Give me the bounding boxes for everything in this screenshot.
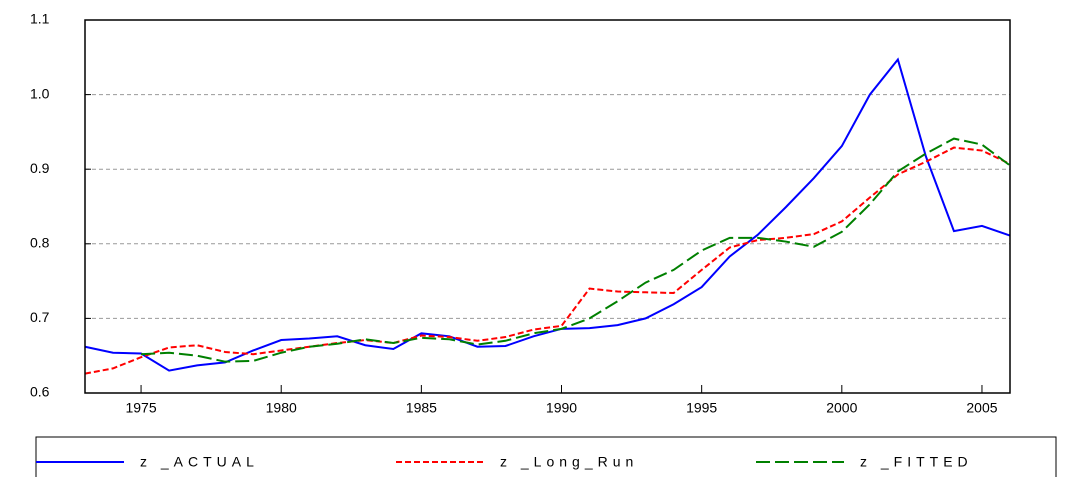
x-tick-label: 2005: [966, 400, 997, 416]
plot-frame: [84, 19, 1011, 394]
y-tick-label: 0.6: [30, 384, 50, 400]
series-line: [84, 57, 1011, 372]
legend-label: z _ACTUAL: [140, 454, 259, 470]
lines: [84, 57, 1011, 375]
legend-label: z _Long_Run: [500, 454, 638, 470]
legend: z _ACTUAL z _Long_Run z _FITTED: [36, 454, 973, 470]
legend-label: z _FITTED: [860, 454, 973, 470]
series-line: [141, 137, 1011, 363]
y-tick-label: 0.7: [30, 309, 50, 325]
x-tick-label: 1975: [125, 400, 156, 416]
y-tick-label: 1.0: [30, 85, 50, 101]
axes: 0.6 0.7 0.8 0.9 1.0 1.1 1975 1980 1985 1990 1995 20…: [30, 11, 998, 416]
y-tick-label: 0.8: [30, 235, 50, 251]
series-line: [84, 146, 1011, 375]
x-tick-label: 1990: [546, 400, 577, 416]
x-tick-label: 1980: [266, 400, 297, 416]
x-tick-label: 1985: [406, 400, 437, 416]
legend-frame: [35, 436, 1057, 477]
x-tick-label: 2000: [826, 400, 857, 416]
x-tick-label: 1995: [686, 400, 717, 416]
y-tick-label: 1.1: [30, 11, 50, 27]
y-tick-label: 0.9: [30, 160, 50, 176]
